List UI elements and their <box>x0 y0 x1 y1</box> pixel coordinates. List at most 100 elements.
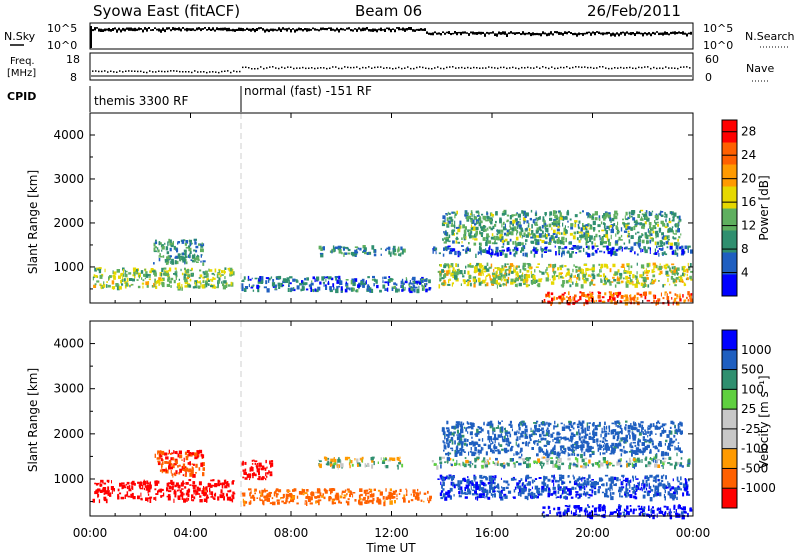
velocity-cell <box>363 489 367 494</box>
power-cell <box>201 242 203 245</box>
velocity-cell <box>584 457 588 460</box>
power-cell <box>652 279 654 283</box>
power-cell <box>169 239 172 243</box>
velocity-cell <box>591 505 594 508</box>
power-cell <box>494 223 497 227</box>
power-cell <box>553 220 556 224</box>
power-cell <box>393 282 396 285</box>
power-colorbar-segment <box>722 274 737 297</box>
power-cell <box>316 276 320 281</box>
power-cell <box>599 250 603 253</box>
nsky-segment <box>130 27 132 31</box>
velocity-cell <box>474 490 477 494</box>
power-cell <box>552 267 555 273</box>
nsky-segment <box>540 33 542 37</box>
power-cell <box>648 222 652 226</box>
velocity-cell <box>506 440 508 445</box>
velocity-cell <box>103 482 107 485</box>
freq-dot <box>485 67 487 69</box>
velocity-cell <box>577 425 580 429</box>
power-cell <box>108 277 110 281</box>
velocity-cell <box>259 497 261 501</box>
velocity-cell <box>168 465 171 470</box>
power-cell <box>104 268 106 273</box>
nsky-segment <box>310 28 312 31</box>
power-cell <box>671 263 675 266</box>
power-cell <box>519 221 521 225</box>
nsky-segment <box>622 31 624 34</box>
velocity-cell <box>98 499 101 504</box>
freq-dot <box>110 70 112 72</box>
velocity-cell <box>637 457 640 462</box>
power-cell <box>502 250 504 256</box>
power-cell <box>428 287 431 291</box>
velocity-cell <box>362 498 366 501</box>
velocity-cell <box>514 463 516 468</box>
power-cell <box>382 276 384 280</box>
velocity-cell <box>256 465 259 469</box>
nsky-segment <box>668 33 670 36</box>
power-cell <box>558 249 561 254</box>
velocity-cell <box>657 508 661 510</box>
power-cell <box>459 270 463 275</box>
power-cell <box>603 224 606 229</box>
velocity-cell <box>529 476 532 479</box>
velocity-cell <box>599 446 602 451</box>
power-cell <box>681 245 684 249</box>
power-cell <box>295 280 299 283</box>
velocity-cell <box>372 494 375 497</box>
power-cell <box>641 239 645 244</box>
velocity-cell <box>470 460 472 463</box>
velocity-cell <box>186 467 188 471</box>
velocity-cell <box>635 486 638 491</box>
velocity-cell <box>581 458 585 463</box>
power-cell <box>484 265 487 270</box>
velocity-cell <box>632 475 634 479</box>
velocity-cell <box>405 488 407 490</box>
power-cell <box>275 276 278 279</box>
velocity-cell <box>272 501 276 506</box>
power-cell <box>465 210 467 215</box>
velocity-cell <box>210 491 214 495</box>
power-cell <box>133 272 136 277</box>
power-cell <box>516 265 520 268</box>
power-cell <box>318 245 322 250</box>
velocity-cell <box>439 492 442 496</box>
power-cell <box>482 249 486 253</box>
velocity-cell <box>452 475 455 478</box>
freq-dot <box>254 68 256 70</box>
power-cell <box>463 270 466 275</box>
nsky-segment <box>378 28 380 31</box>
power-cell <box>583 247 585 252</box>
power-cell <box>480 226 484 232</box>
velocity-cell <box>513 462 516 464</box>
power-cell <box>314 278 316 283</box>
nsky-segment <box>526 32 528 35</box>
power-cell <box>167 241 169 246</box>
power-cell <box>579 245 583 249</box>
power-cell <box>660 211 664 213</box>
power-cell <box>657 298 661 302</box>
power-cell <box>658 273 662 276</box>
power-cell <box>133 268 136 272</box>
velocity-cell <box>607 432 610 435</box>
power-cell <box>250 286 254 289</box>
power-cell <box>664 236 667 241</box>
velocity-cell <box>576 493 580 496</box>
velocity-cell <box>370 457 374 461</box>
velocity-cell <box>586 480 589 483</box>
velocity-cell <box>131 492 134 498</box>
power-cell <box>561 232 563 235</box>
power-cell <box>603 223 606 225</box>
power-cell <box>666 293 668 297</box>
velocity-cell <box>513 478 517 481</box>
cpid-row: CPID themis 3300 RF normal (fast) -151 R… <box>7 84 372 112</box>
power-cell <box>504 210 507 215</box>
velocity-cell <box>195 463 198 468</box>
velocity-cell <box>175 495 177 498</box>
nsky-segment <box>254 28 256 33</box>
velocity-cell <box>563 423 565 427</box>
power-cell <box>578 273 580 278</box>
power-cell <box>639 247 642 250</box>
power-cell <box>591 279 594 282</box>
